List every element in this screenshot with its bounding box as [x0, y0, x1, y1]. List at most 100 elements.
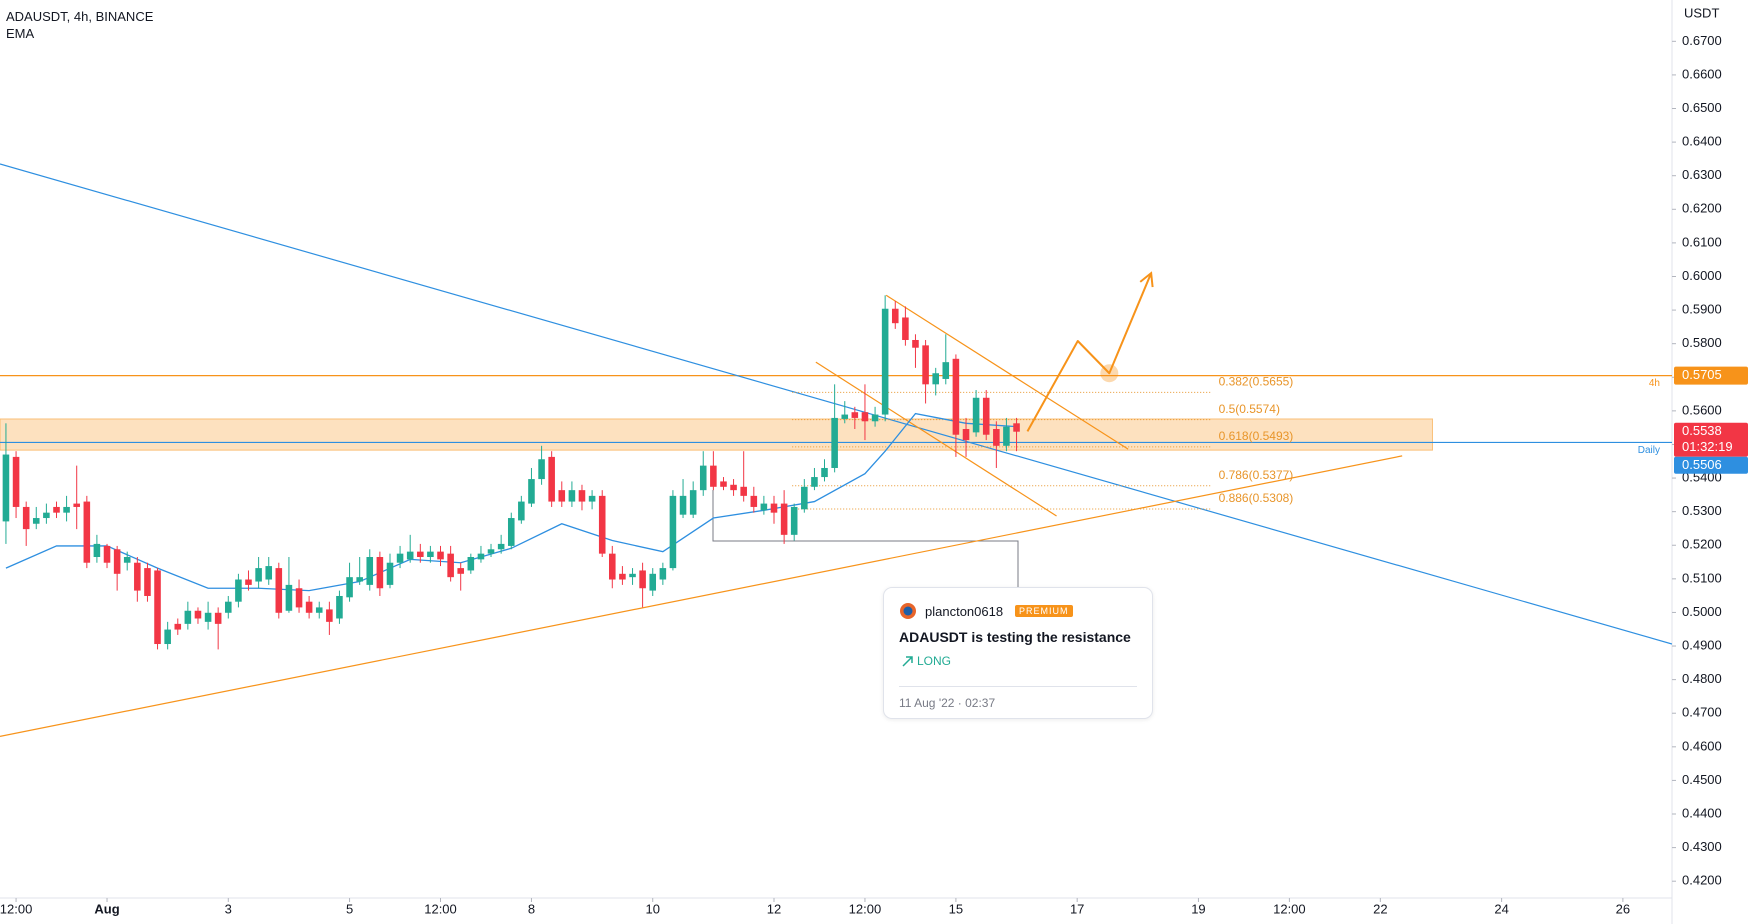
projection-path — [1026, 272, 1153, 432]
y-tick-label: 0.5300 — [1682, 503, 1722, 518]
candle-body — [790, 506, 798, 535]
price-tag — [1674, 366, 1748, 385]
candle-body — [891, 308, 899, 324]
candle-body — [902, 317, 909, 340]
candle-body — [932, 373, 939, 385]
candle-body — [255, 568, 262, 582]
candle-body — [679, 495, 687, 515]
x-tick-label: 12:00 — [849, 901, 882, 916]
avatar — [900, 603, 916, 619]
candle-body — [63, 506, 70, 513]
idea-card[interactable]: plancton0618 PREMIUM ADAUSDT is testing … — [883, 587, 1153, 719]
idea-title[interactable]: ADAUSDT is testing the resistance — [899, 629, 1131, 645]
trend-line — [0, 455, 1403, 737]
candle-body — [518, 501, 525, 521]
candle-body — [194, 610, 202, 619]
candle-body — [315, 607, 323, 613]
candle-body — [134, 562, 141, 591]
candle-body — [103, 545, 111, 563]
zone — [0, 418, 1433, 451]
projection-point — [1100, 364, 1119, 383]
x-tick-label: 8 — [528, 901, 535, 916]
candle-body — [811, 477, 818, 487]
badge: PREMIUM — [1015, 605, 1073, 617]
candle-body — [73, 503, 80, 507]
plot-area — [0, 163, 1672, 737]
candle-body — [801, 486, 808, 510]
x-tick-label: 12:00 — [0, 901, 32, 916]
y-tick-label: 0.4900 — [1682, 637, 1722, 652]
candle-body — [376, 557, 384, 589]
trend-line — [0, 163, 1672, 645]
projection-arrowhead — [1139, 271, 1154, 288]
candle-body — [629, 573, 636, 578]
countdown: 01:32:19 — [1682, 439, 1733, 454]
trend-line — [885, 294, 1129, 450]
candle-body — [113, 549, 121, 574]
y-tick-label: 0.6200 — [1682, 201, 1722, 216]
y-tick-label: 0.4200 — [1682, 873, 1722, 888]
candle-body — [447, 553, 454, 578]
candle-body — [993, 429, 1000, 446]
candle-body — [427, 551, 434, 558]
candle-body — [336, 595, 343, 619]
candle-body — [457, 568, 464, 574]
x-tick-label: 10 — [645, 901, 659, 916]
author[interactable]: plancton0618 — [925, 604, 1004, 619]
daily-tag-text: 0.5506 — [1682, 457, 1722, 472]
candle-body — [669, 495, 677, 569]
candle-body — [649, 573, 657, 591]
y-tick-label: 0.6000 — [1682, 268, 1722, 283]
candle-body — [639, 570, 646, 589]
candle-body — [972, 397, 980, 433]
y-tick-label: 0.6300 — [1682, 167, 1722, 182]
x-tick-label: Aug — [94, 901, 119, 916]
candle-body — [750, 495, 758, 507]
x-tick-label: 12:00 — [1273, 901, 1306, 916]
candle-body — [417, 551, 424, 558]
y-tick-label: 0.5000 — [1682, 604, 1722, 619]
candle-body — [982, 397, 990, 435]
candle-body — [467, 557, 475, 571]
candle-body — [275, 568, 283, 613]
fib-label: 0.618(0.5493) — [1219, 429, 1294, 443]
trend-line — [815, 361, 1057, 517]
candle-body — [174, 623, 182, 630]
candle-body — [689, 490, 697, 515]
candle-body — [578, 490, 586, 502]
y-tick-label: 0.6700 — [1682, 33, 1722, 48]
long-arrow — [902, 656, 913, 667]
candle-body — [225, 601, 232, 613]
candle-body — [214, 612, 222, 624]
candle-body — [43, 512, 50, 519]
x-tick-label: 3 — [225, 901, 232, 916]
candle-body — [487, 549, 495, 554]
x-tick-label: 17 — [1070, 901, 1084, 916]
price-tag-text: 0.5705 — [1682, 367, 1722, 382]
y-tick-label: 0.6100 — [1682, 234, 1722, 249]
avatar-inner — [903, 606, 913, 616]
price-unit: USDT — [1684, 5, 1719, 20]
candle-body — [396, 553, 404, 563]
x-tick-label: 12 — [767, 901, 781, 916]
candle-body — [1003, 426, 1010, 446]
candle-body — [93, 543, 101, 558]
candle-body — [851, 412, 859, 418]
candle-body — [83, 501, 91, 563]
candle-body — [366, 557, 374, 585]
last-price-tag-text: 0.5538 — [1682, 423, 1722, 438]
candle-body — [184, 610, 192, 624]
candle-body — [497, 543, 505, 550]
y-tick-label: 0.5100 — [1682, 570, 1722, 585]
candle-body — [962, 429, 970, 441]
candle-body — [861, 412, 869, 422]
last-price-tag — [1674, 422, 1748, 457]
candle-body — [871, 414, 879, 422]
candle-body — [821, 467, 828, 478]
candle-body — [1013, 423, 1020, 432]
candle-body — [619, 573, 626, 580]
candle-body — [912, 339, 919, 348]
candle-body — [245, 579, 252, 585]
candle-body — [922, 345, 929, 385]
